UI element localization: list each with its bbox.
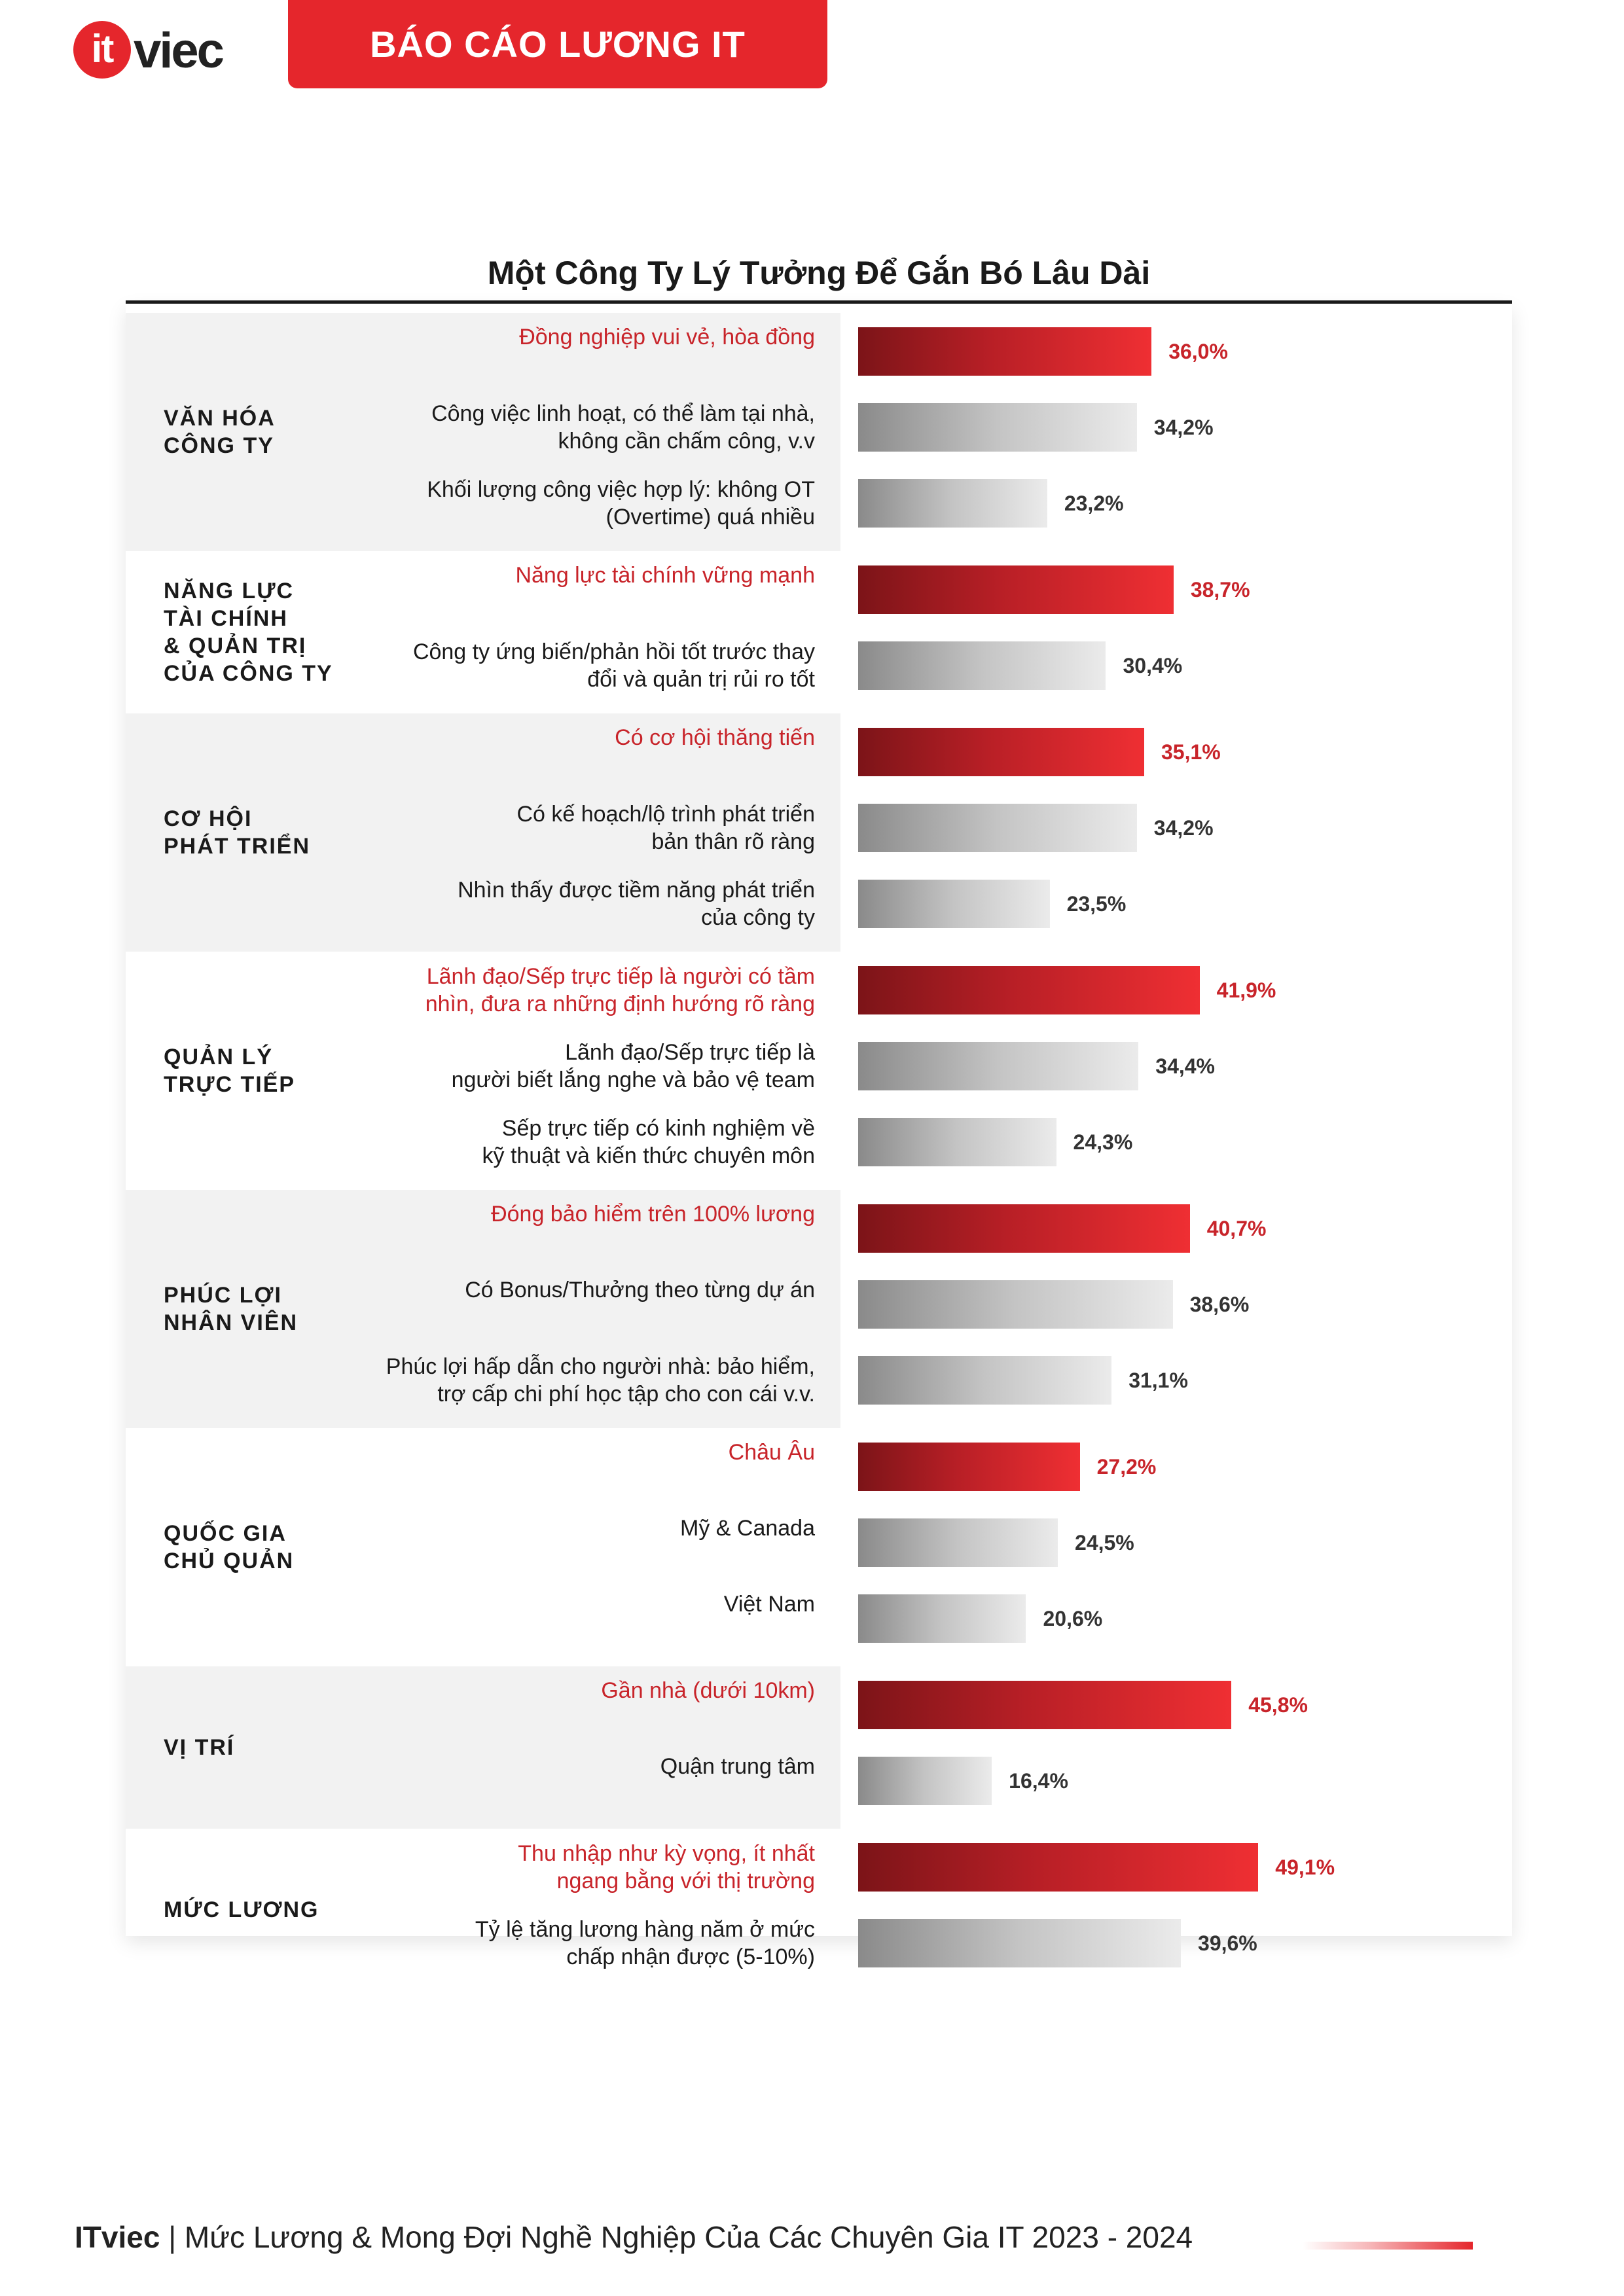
chart-title: Một Công Ty Lý Tưởng Để Gắn Bó Lâu Dài: [487, 255, 1151, 291]
bar: [858, 880, 1050, 928]
bar-label: Phúc lợi hấp dẫn cho người nhà: bảo hiểm…: [386, 1354, 815, 1407]
category-label: PHÚC LỢI NHÂN VIÊN: [164, 1283, 298, 1335]
bar-value-label: 24,3%: [1073, 1130, 1133, 1154]
footer: ITviec | Mức Lương & Mong Đợi Nghề Nghiệ…: [75, 2217, 1193, 2257]
category-label: VỊ TRÍ: [164, 1735, 235, 1760]
bar: [858, 1594, 1026, 1643]
bar-value-label: 31,1%: [1128, 1369, 1188, 1392]
bar-value-label: 39,6%: [1198, 1931, 1257, 1955]
logo-word: viec: [134, 23, 225, 79]
bar-value-label: 38,7%: [1190, 578, 1250, 601]
report-banner: BÁO CÁO LƯƠNG IT: [288, 0, 827, 88]
bar-label: Thu nhập như kỳ vọng, ít nhất ngang bằng…: [518, 1841, 815, 1893]
bar: [858, 1356, 1112, 1405]
category-label: MỨC LƯƠNG: [164, 1897, 319, 1922]
bar-label: Lãnh đạo/Sếp trực tiếp là người biết lắn…: [451, 1040, 815, 1092]
bar-label: Có Bonus/Thưởng theo từng dự án: [465, 1278, 815, 1302]
bar-value-label: 23,5%: [1066, 892, 1127, 916]
bar-label: Đóng bảo hiểm trên 100% lương: [491, 1202, 815, 1227]
bar-highlight: [858, 327, 1152, 376]
bar-value-label: 30,4%: [1123, 654, 1183, 677]
bar: [858, 1518, 1058, 1567]
bar-value-label: 40,7%: [1206, 1217, 1267, 1240]
bar-label: Nhìn thấy được tiềm năng phát triển của …: [458, 878, 815, 930]
category-label: QUỐC GIA CHỦ QUẢN: [164, 1521, 295, 1573]
bar-label: Đồng nghiệp vui vẻ, hòa đồng: [519, 325, 815, 350]
bar-value-label: 38,6%: [1189, 1293, 1250, 1316]
bar-value-label: 41,9%: [1216, 978, 1276, 1002]
bar: [858, 804, 1137, 852]
bar-value-label: 35,1%: [1161, 740, 1221, 764]
chart-panel: [126, 304, 1512, 1936]
bar-value-label: 34,2%: [1153, 416, 1214, 439]
category-label: NĂNG LỰC TÀI CHÍNH & QUẢN TRỊ CỦA CÔNG T…: [164, 579, 333, 686]
bar: [858, 1919, 1182, 1967]
group-band: [126, 1666, 840, 1829]
bar-highlight: [858, 1204, 1190, 1253]
bar-value-label: 20,6%: [1043, 1607, 1103, 1630]
bar: [858, 1757, 992, 1805]
bar-label: Công việc linh hoạt, có thể làm tại nhà,…: [431, 401, 815, 454]
bar-value-label: 23,2%: [1064, 492, 1124, 515]
bar-highlight: [858, 1681, 1232, 1729]
bar-value-label: 24,5%: [1075, 1531, 1134, 1554]
category-label: QUẢN LÝ TRỰC TIẾP: [164, 1045, 296, 1097]
bar: [858, 641, 1106, 690]
group-band: [126, 313, 840, 551]
bar-highlight: [858, 1443, 1080, 1491]
footer-accent-line: [1303, 2242, 1473, 2250]
bar-label: Lãnh đạo/Sếp trực tiếp là người có tầm n…: [425, 964, 815, 1016]
bar-label: Có cơ hội thăng tiến: [615, 725, 815, 750]
bar-value-label: 45,8%: [1248, 1693, 1308, 1717]
group-band: [126, 1190, 840, 1428]
group-band: [126, 713, 840, 952]
bar-highlight: [858, 728, 1144, 776]
title-rule: [126, 300, 1512, 304]
bar-label: Việt Nam: [723, 1592, 815, 1617]
bar-label: Quận trung tâm: [660, 1754, 815, 1779]
bar-highlight: [858, 1843, 1259, 1892]
bar-value-label: 34,2%: [1153, 816, 1214, 840]
category-label: VĂN HÓA CÔNG TY: [164, 406, 276, 458]
bar: [858, 1042, 1139, 1090]
bar-label: Năng lực tài chính vững mạnh: [515, 563, 815, 588]
bar-value-label: 16,4%: [1009, 1769, 1068, 1793]
bar-label: Gần nhà (dưới 10km): [601, 1678, 815, 1703]
bar-label: Công ty ứng biến/phản hồi tốt trước thay…: [412, 639, 815, 692]
bar: [858, 479, 1047, 528]
bar-value-label: 34,4%: [1155, 1054, 1215, 1078]
bar-highlight: [858, 565, 1174, 614]
bar-label: Châu Âu: [728, 1440, 815, 1465]
bar-value-label: 49,1%: [1275, 1856, 1335, 1879]
bar-value-label: 36,0%: [1168, 340, 1228, 363]
bar-label: Sếp trực tiếp có kinh nghiệm về kỹ thuật…: [482, 1116, 815, 1168]
bar-highlight: [858, 966, 1200, 1014]
bar-label: Khối lượng công việc hợp lý: không OT (O…: [427, 477, 815, 529]
itviec-logo: it viec: [73, 14, 225, 86]
bar-label: Có kế hoạch/lộ trình phát triển bản thân…: [516, 802, 816, 854]
bar: [858, 1118, 1056, 1166]
category-label: CƠ HỘI PHÁT TRIỂN: [164, 806, 310, 859]
bar: [858, 403, 1137, 452]
logo-mark: it: [73, 21, 131, 79]
footer-text: | Mức Lương & Mong Đợi Nghề Nghiệp Của C…: [160, 2220, 1193, 2254]
footer-brand: ITviec: [75, 2220, 160, 2254]
bar: [858, 1280, 1173, 1329]
bar-label: Mỹ & Canada: [680, 1516, 815, 1541]
bar-value-label: 27,2%: [1096, 1455, 1157, 1479]
bar-label: Tỷ lệ tăng lương hàng năm ở mức chấp nhậ…: [475, 1917, 815, 1969]
